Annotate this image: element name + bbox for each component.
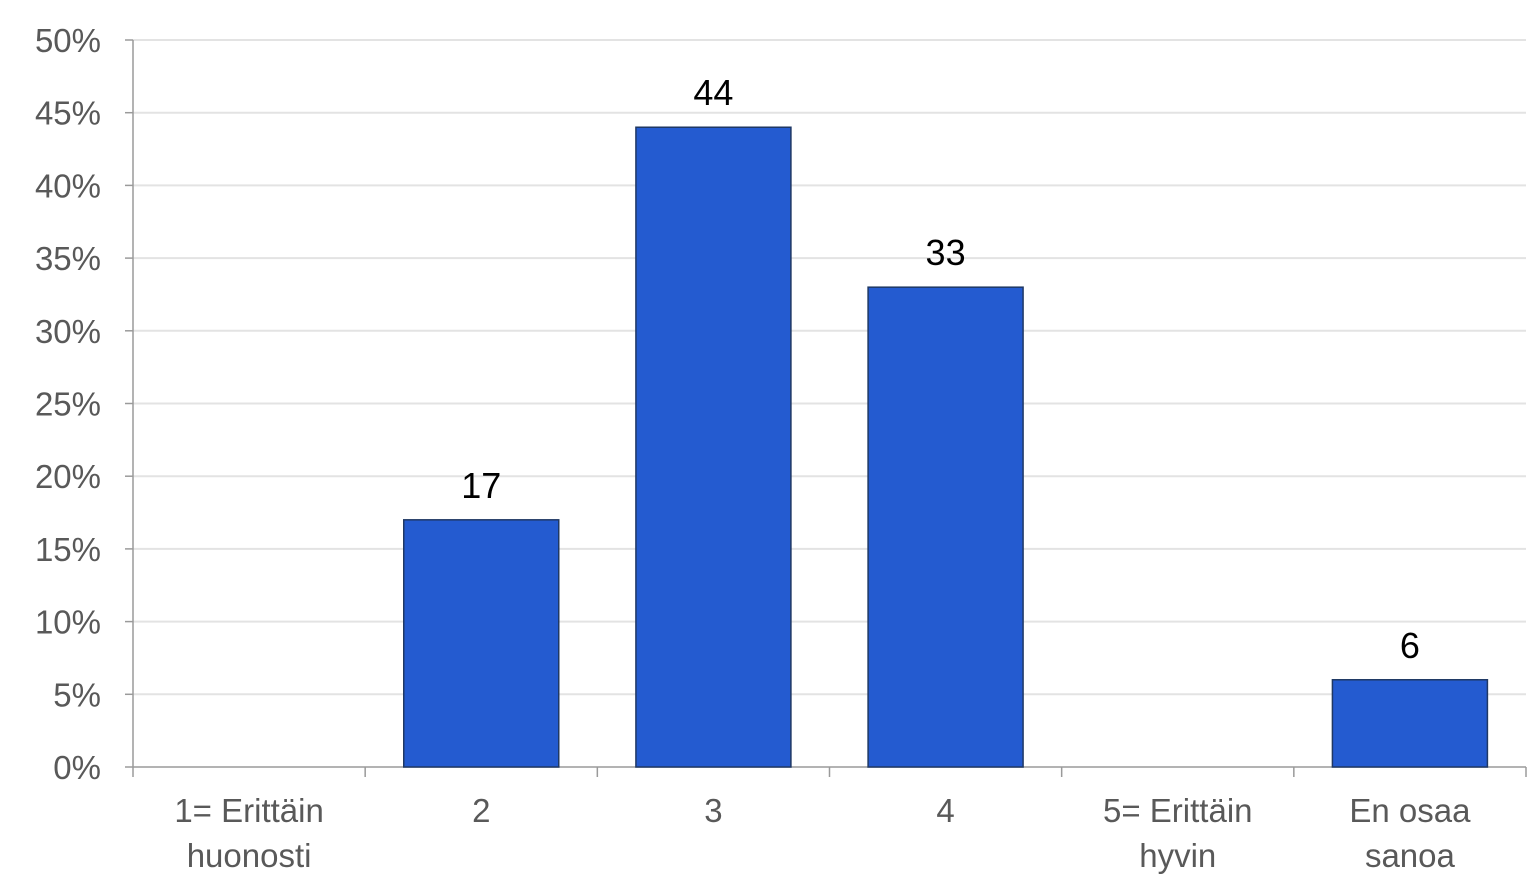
x-category-label: 3 xyxy=(704,792,722,829)
y-tick-label: 35% xyxy=(35,240,101,277)
y-tick-label: 10% xyxy=(35,604,101,641)
x-category-label: 1= Erittäin xyxy=(174,792,324,829)
data-label: 17 xyxy=(461,465,501,506)
bar xyxy=(868,287,1023,767)
data-label: 33 xyxy=(926,232,966,273)
y-tick-label: 40% xyxy=(35,167,101,204)
y-tick-label: 45% xyxy=(35,95,101,132)
y-tick-label: 50% xyxy=(35,22,101,59)
x-category-label: huonosti xyxy=(187,837,312,874)
x-category-label: sanoa xyxy=(1365,837,1456,874)
y-tick-label: 5% xyxy=(53,676,101,713)
x-category-label: 4 xyxy=(936,792,954,829)
y-tick-label: 0% xyxy=(53,749,101,786)
data-label: 44 xyxy=(693,72,733,113)
bar xyxy=(636,127,791,767)
bar xyxy=(1332,680,1487,767)
y-tick-label: 25% xyxy=(35,386,101,423)
y-tick-label: 30% xyxy=(35,313,101,350)
x-category-label: En osaa xyxy=(1349,792,1471,829)
x-category-label: 2 xyxy=(472,792,490,829)
bar xyxy=(404,520,559,767)
data-label: 6 xyxy=(1400,625,1420,666)
y-tick-label: 20% xyxy=(35,458,101,495)
x-category-label: hyvin xyxy=(1139,837,1216,874)
x-category-label: 5= Erittäin xyxy=(1103,792,1253,829)
y-tick-label: 15% xyxy=(35,531,101,568)
